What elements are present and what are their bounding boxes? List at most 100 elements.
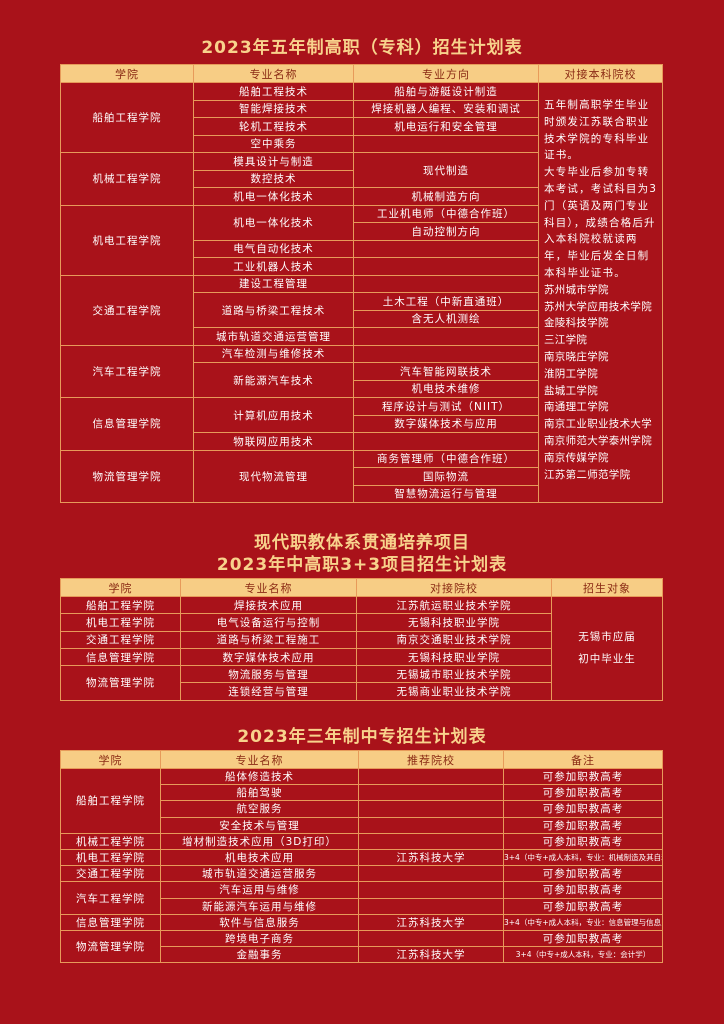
header-row: 学院 专业名称 推荐院校 备注 (60, 750, 663, 769)
table-cell: 智慧物流运行与管理 (353, 484, 539, 503)
table-cell: 机电技术维修 (353, 379, 539, 398)
table-cell: 机电工程学院 (60, 848, 161, 867)
table-cell: 无锡商业职业技术学院 (356, 682, 552, 701)
table-cell: 数控技术 (193, 169, 354, 188)
table-cell: 商务管理师（中德合作班） (353, 449, 539, 468)
table-row: 机电一体化技术 机械制造方向 (61, 187, 663, 206)
table-cell: 安全技术与管理 (160, 816, 359, 834)
table-cell: 机械工程学院 (60, 152, 194, 206)
table2-title-line2: 2023年中高职3+3项目招生计划表 (216, 555, 508, 575)
table1-title: 2023年五年制高职（专科）招生计划表 (201, 38, 523, 58)
table-cell (358, 929, 504, 948)
table-cell: 信息管理学院 (60, 397, 194, 451)
table2-title-line1: 现代职教体系贯通培养项目 (254, 533, 470, 553)
side-text: 苏州城市学院 (544, 283, 609, 296)
side-text: 大专毕业后参加专转本考试，考试科目为3门（英语及两门专业科目），成绩合格后升入本… (544, 166, 658, 279)
column-header: 专业名称 (180, 578, 357, 597)
table-cell (358, 832, 504, 850)
table-cell: 船舶工程技术 (193, 82, 354, 101)
column-header: 学院 (60, 64, 194, 83)
table-row: 智慧物流运行与管理 (61, 484, 663, 503)
table-cell: 交通工程学院 (60, 630, 181, 649)
table-row: 道路与桥梁工程技术 土木工程（中新直通班） (61, 292, 663, 328)
table-cell: 机电技术应用 (160, 848, 359, 867)
table-cell: 机电工程学院 (60, 613, 181, 632)
table-cell: 信息管理学院 (60, 913, 161, 931)
table-cell: 自动控制方向 (353, 222, 539, 241)
table-cell (353, 134, 539, 153)
table-cell: 交通工程学院 (60, 865, 161, 883)
table-cell (353, 239, 539, 258)
table-row: 信息管理学院 计算机应用技术 程序设计与测试（NIIT） (60, 397, 663, 451)
table-row: 金融事务 江苏科技大学 3+4（中专+成人本科，专业：会计学） (61, 946, 663, 964)
table-cell: 电气设备运行与控制 (180, 613, 357, 632)
side-text: 三江学院 (544, 334, 588, 347)
table-cell (358, 800, 504, 818)
table-cell: 机电一体化技术 (193, 187, 354, 206)
table-cell: 可参加职教高考 (503, 881, 663, 899)
table-row: 船舶驾驶 可参加职教高考 (61, 784, 663, 802)
table-row: 机电技术维修 (61, 379, 663, 398)
table-cell: 汽车运用与维修 (160, 881, 359, 899)
table-cell: 建设工程管理 (193, 274, 354, 293)
table-cell: 可参加职教高考 (503, 897, 663, 915)
table-cell: 南京交通职业技术学院 (356, 630, 552, 649)
table-cell: 空中乘务 (193, 134, 354, 153)
table-cell: 船舶驾驶 (160, 784, 359, 802)
table-cell: 3+4（中专+成人本科，专业：机械制造及其自动化） (503, 848, 663, 867)
table-cell: 焊接技术应用 (180, 595, 357, 615)
table-cell: 3+4（中专+成人本科，专业：信息管理与信息系统） (503, 913, 663, 931)
table-row: 航空服务 可参加职教高考 (61, 800, 663, 818)
table-row: 交通工程学院 城市轨道交通运营服务 可参加职教高考 (60, 865, 663, 883)
table-cell: 现代制造 (353, 152, 539, 188)
table-cell: 交通工程学院 (60, 274, 194, 346)
five-year-plan-table: 学院 专业名称 专业方向 对接本科院校 船舶工程学院 船舶工程技术 船舶与游艇设计制造 五年制… (60, 64, 663, 503)
table-cell: 道路与桥梁工程技术 (193, 292, 354, 328)
table-row: 新能源汽车技术 汽车智能网联技术 (61, 362, 663, 398)
table-cell: 轮机工程技术 (193, 117, 354, 136)
column-header: 招生对象 (551, 578, 663, 597)
table-cell (358, 865, 504, 883)
table-cell: 城市轨道交通运营管理 (193, 327, 354, 346)
column-header: 专业方向 (353, 64, 539, 83)
table-cell: 新能源汽车技术 (193, 362, 354, 398)
table-cell: 江苏科技大学 (358, 848, 504, 867)
column-header: 学院 (60, 750, 161, 769)
table-cell (358, 816, 504, 834)
table-cell (358, 897, 504, 915)
table-cell: 可参加职教高考 (503, 865, 663, 883)
table-row: 船舶工程学院 船体修造技术 可参加职教高考 (60, 767, 663, 834)
column-header: 备注 (503, 750, 663, 769)
table-cell: 汽车工程学院 (60, 344, 194, 398)
table-row: 数字媒体技术与应用 (61, 414, 663, 433)
table-cell: 智能焊接技术 (193, 99, 354, 118)
table-cell: 模具设计与制造 (193, 152, 354, 171)
column-header: 学院 (60, 578, 181, 597)
side-text: 南京师范大学泰州学院 (544, 434, 652, 447)
table-cell: 可参加职教高考 (503, 767, 663, 786)
side-text: 苏州大学应用技术学院 (544, 300, 652, 313)
table-row: 物流管理学院 跨境电子商务 可参加职教高考 (60, 929, 663, 964)
table-row: 安全技术与管理 可参加职教高考 (61, 816, 663, 834)
table3-title: 2023年三年制中专招生计划表 (237, 727, 487, 747)
table-cell (353, 344, 539, 363)
table-cell: 金融事务 (160, 946, 359, 964)
table-cell (353, 327, 539, 346)
table-cell: 3+4（中专+成人本科，专业：会计学） (503, 946, 663, 964)
table-row: 机电工程学院 机电技术应用 江苏科技大学 3+4（中专+成人本科，专业：机械制造及其自… (60, 848, 663, 867)
side-text: 金陵科技学院 (544, 317, 609, 330)
table-cell: 可参加职教高考 (503, 816, 663, 834)
table-cell: 工业机电师（中德合作班） (353, 204, 539, 223)
table-row: 物流管理学院 物流服务与管理 无锡城市职业技术学院 (60, 665, 663, 701)
column-header: 专业名称 (193, 64, 354, 83)
table-cell: 含无人机测绘 (353, 309, 539, 328)
table-row: 空中乘务 (61, 134, 663, 153)
table-cell (358, 784, 504, 802)
column-header: 推荐院校 (358, 750, 504, 769)
table-cell: 程序设计与测试（NIIT） (353, 397, 539, 416)
column-header: 对接院校 (356, 578, 552, 597)
table-cell: 土木工程（中新直通班） (353, 292, 539, 311)
table-cell: 物流管理学院 (60, 665, 181, 701)
table-cell: 可参加职教高考 (503, 784, 663, 802)
table-row: 连锁经营与管理 无锡商业职业技术学院 (61, 682, 663, 701)
